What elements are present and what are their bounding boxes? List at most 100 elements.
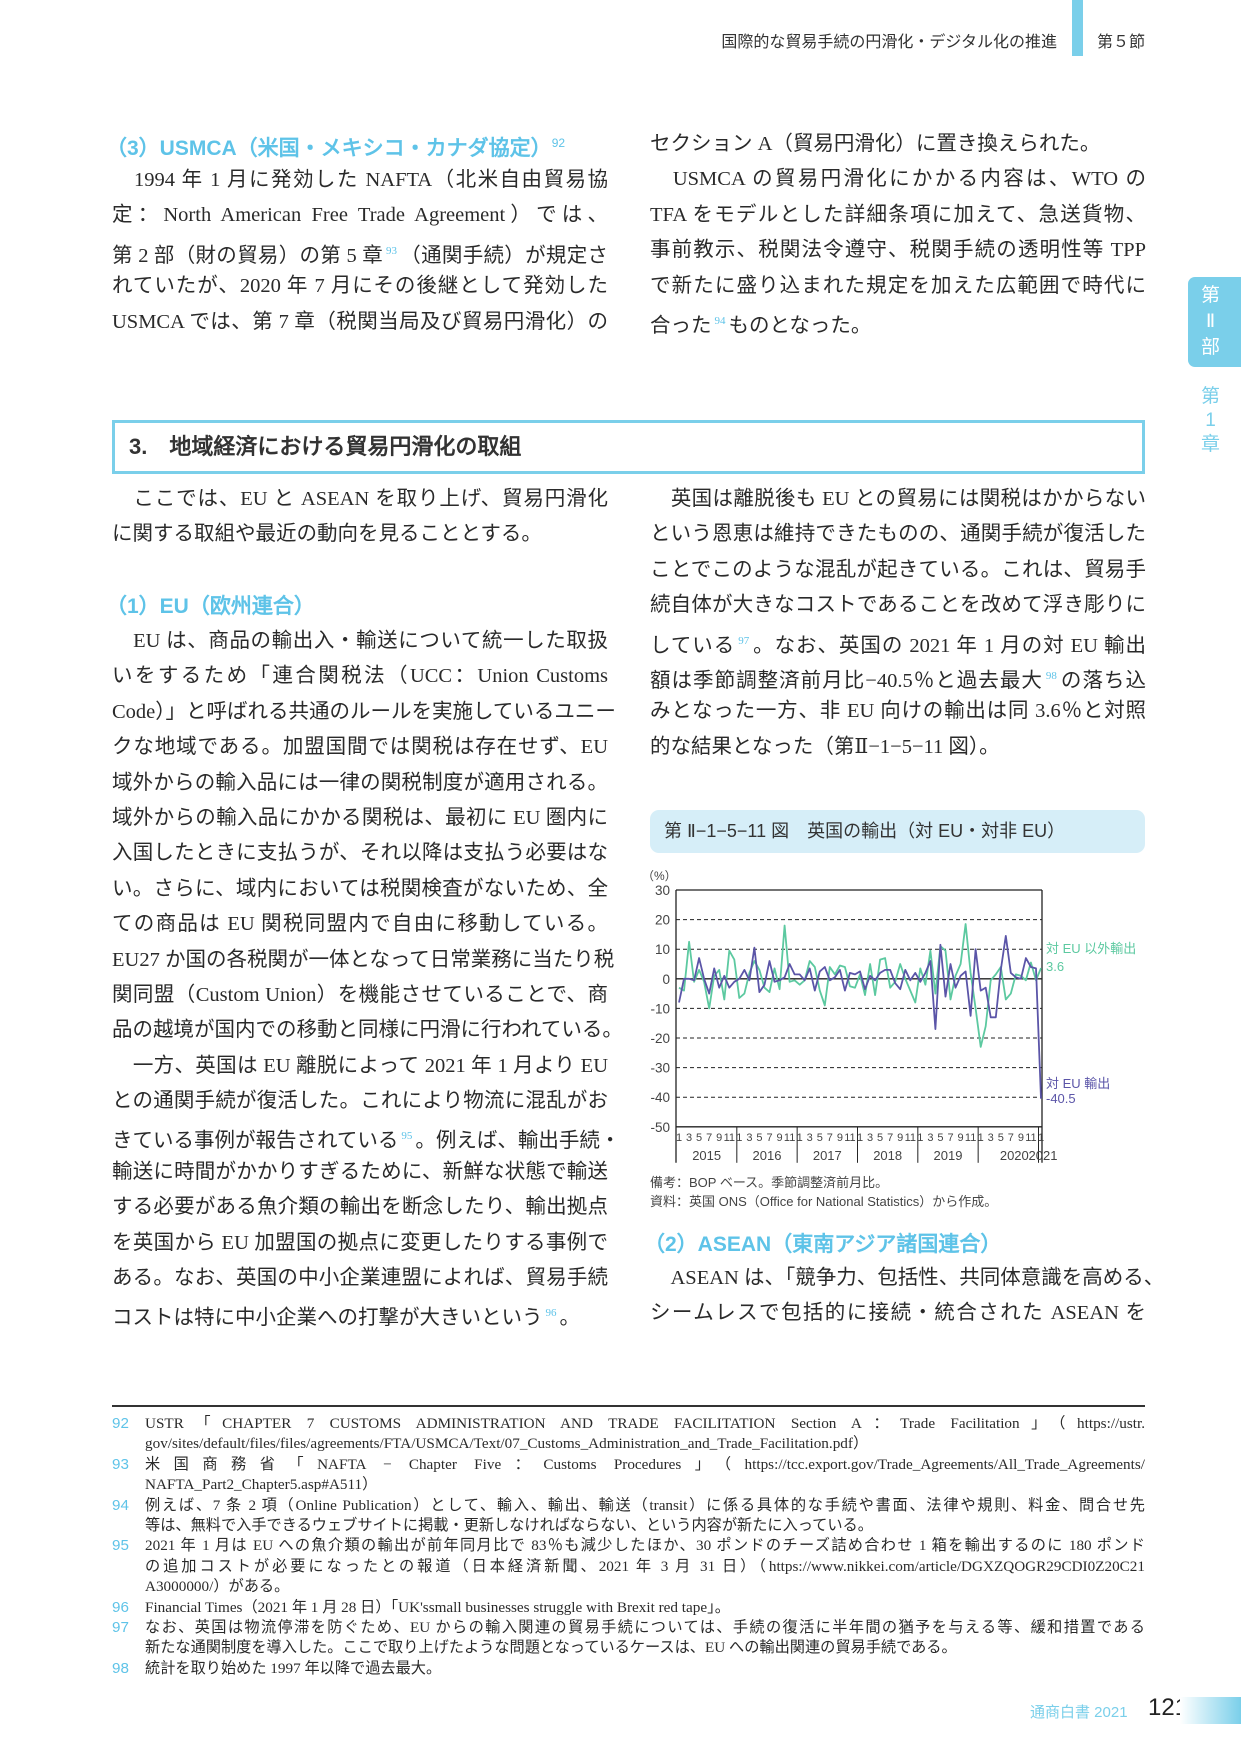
text-segment: を英国から EU 加盟国の拠点に変更したりする事例で [112,1231,608,1254]
footnote-number: 98 [112,1659,129,1677]
text-line: 続自体が大きなコストであることを改めて浮き彫りに [650,588,1146,623]
x-year-label: 2018 [873,1148,902,1163]
text-line: い。さらに、域内においては税関検査がないため、全 [112,872,608,907]
text-segment: 第 2 部（財の貿易）の第 5 章 [112,244,383,267]
footnote-text: なお、英国は物流停滞を防ぐため、EU からの輸入関連の貿易手続については、手続の… [145,1618,1145,1636]
x-month-label: 1 [1038,1132,1044,1144]
text-segment: 関同盟（Custom Union）を機能させていることで、商 [112,983,608,1006]
footnote-text: 例えば、7 条 2 項（Online Publication）として、輸入、輸出… [145,1496,1145,1514]
text-line: USMCA の貿易円滑化にかかる内容は、WTO の [650,162,1146,197]
text-segment: セクション A（貿易円滑化）に置き換えられた。 [650,133,1101,155]
x-month-label: 11 [724,1132,735,1144]
text-segment: 一方、英国は EU 離脱によって 2021 年 1 月より EU [112,1054,608,1077]
text-segment: みとなった一方、非 EU 向けの輸出は同 3.6％と対照 [650,700,1146,723]
footnote-line: 94 例えば、7 条 2 項（Online Publication）として、輸入、… [112,1496,1145,1516]
x-month-label: 1 [736,1132,742,1144]
footnote-ref[interactable]: 96 [545,1307,557,1320]
x-month-label: 11 [905,1132,916,1144]
footnote-number: 96 [112,1598,129,1616]
text-segment: Code）」と呼ばれる共通のルールを実施しているユニー [112,700,616,723]
x-year-label: 2016 [753,1148,782,1163]
series-line-non-eu [678,923,1042,1048]
text-segment: 。なお、英国の 2021 年 1 月の対 EU 輸出 [752,634,1147,657]
footnote-number: 92 [112,1415,129,1432]
footnote-ref[interactable]: 98 [1045,669,1057,682]
footnote-ref[interactable]: 93 [386,244,397,257]
text-line: 入国したときに支払うが、それ以降は支払う必要はな [112,836,608,871]
y-tick-label: -30 [650,1061,670,1076]
text-line: 事前教示、税関法令遵守、税関手続の透明性等 TPP [650,233,1146,268]
footnote-ref[interactable]: 95 [401,1130,413,1143]
part-tab-char: Ⅱ [1205,311,1216,332]
text-line: EU27 か国の各税関が一体となって日常業務に当たり税 [112,943,614,978]
x-month-label: 9 [776,1132,782,1144]
section-heading-box: 3. 地域経済における貿易円滑化の取組 [112,420,1145,474]
text-segment: 英国は離脱後も EU との貿易には関税はかからない [650,488,1146,510]
x-year-label: 2021 [1029,1148,1058,1163]
text-line: ASEAN は、「競争力、包括性、共同体意識を高める、 [650,1261,1164,1296]
y-tick-label: 0 [662,972,670,987]
x-month-label: 1 [917,1132,923,1144]
x-year-label: 2020 [1000,1148,1029,1163]
text-line: との通関手続が復活した。これにより物流に混乱がお [112,1084,608,1119]
text-segment: している [650,634,736,657]
x-month-label: 3 [807,1132,813,1144]
text-segment: で新たに盛り込まれた規定を加えた広範囲で時代に [650,274,1146,297]
series-end-value-non-eu: 3.6 [1046,959,1064,974]
x-month-label: 5 [937,1132,943,1144]
text-line: 一方、英国は EU 離脱によって 2021 年 1 月より EU [112,1049,608,1084]
footnote-ref[interactable]: 94 [714,314,726,327]
x-month-label: 9 [897,1132,903,1144]
x-month-label: 7 [1008,1132,1014,1144]
chapter-tab[interactable]: 第 1 章 [1188,385,1233,457]
running-header-title: 国際的な貿易手続の円滑化・デジタル化の推進 [721,34,1057,51]
x-month-label: 11 [784,1132,795,1144]
text-segment: ASEAN は、「競争力、包括性、共同体意識を高める、 [650,1267,1165,1289]
series-end-value-eu: -40.5 [1046,1091,1076,1106]
x-month-label: 5 [998,1132,1004,1144]
intro-text: ここでは、EU と ASEAN を取り上げ、貿易円滑化 に関する取組や最近の動向を… [112,482,608,553]
text-segment: ことでこのような混乱が起きている。これは、貿易手 [650,558,1146,581]
footnote-ref[interactable]: 97 [738,634,750,647]
footnote-number: 94 [112,1496,129,1514]
footnote-text: 新たな通関制度を導入した。ここで取り上げたような問題となっているケースは、EU … [145,1639,957,1657]
x-month-label: 3 [927,1132,933,1144]
text-line: に関する取組や最近の動向を見ることとする。 [112,517,608,552]
footnote-number: 97 [112,1618,129,1636]
text-segment: に関する取組や最近の動向を見ることとする。 [112,523,542,546]
footnote-number: 93 [112,1455,129,1473]
text-segment: EU27 か国の各税関が一体となって日常業務に当たり税 [112,948,615,971]
text-line: ことでこのような混乱が起きている。これは、貿易手 [650,553,1146,588]
y-axis-unit: （%） [642,869,677,883]
text-segment: ある。なお、英国の中小企業連盟によれば、貿易手続 [112,1267,608,1290]
y-tick-label: 20 [655,913,670,928]
text-segment: 定：North American Free Trade Agreement）では… [112,204,608,227]
publication-name: 通商白書 2021 [1030,1704,1128,1721]
footnote-ref[interactable]: 92 [551,136,566,150]
part-tab-char: 第 [1200,285,1220,306]
part-tab[interactable]: 第 Ⅱ 部 [1188,277,1241,367]
footnote-text: 2021 年 1 月は EU への魚介類の輸出が前年同月比で 83％も減少したほ… [145,1537,1145,1555]
text-line: いをするため「連合関税法（UCC：Union Customs [112,659,608,694]
x-month-label: 5 [817,1132,823,1144]
footnote-line: gov/sites/default/files/files/agreements… [112,1434,1145,1454]
footnote-line: 等は、無料で入手できるウェブサイトに掲載・更新しなければならない、という内容が新… [112,1516,1145,1536]
text-line: みとなった一方、非 EU 向けの輸出は同 3.6％と対照 [650,694,1146,729]
footnote-line: NAFTA_Part2_Chapter5.asp#A511） [112,1475,1145,1495]
text-segment: （通関手続）が規定さ [400,244,608,267]
footnote-text: gov/sites/default/files/files/agreements… [145,1435,869,1453]
text-line: Code）」と呼ばれる共通のルールを実施しているユニー [112,695,616,730]
footnote-text: 米国商務省「NAFTA − Chapter Five：Customs Proce… [145,1455,1145,1473]
x-month-label: 7 [706,1132,712,1144]
chapter-tab-char: 第 [1200,386,1220,407]
x-month-label: 3 [686,1132,692,1144]
text-segment: の落ち込 [1059,669,1146,692]
eu-left-text: EU は、商品の輸出入・輸送について統一した取扱 いをするため「連合関税法（UCC… [112,624,623,1332]
x-month-label: 1 [857,1132,863,1144]
text-segment: いをするため「連合関税法（UCC：Union Customs [112,665,608,688]
x-month-label: 7 [827,1132,833,1144]
y-tick-label: 10 [655,942,670,957]
footnote-text: A3000000/）がある。 [145,1578,290,1596]
series-label-non-eu: 対 EU 以外輸出 [1046,941,1136,956]
